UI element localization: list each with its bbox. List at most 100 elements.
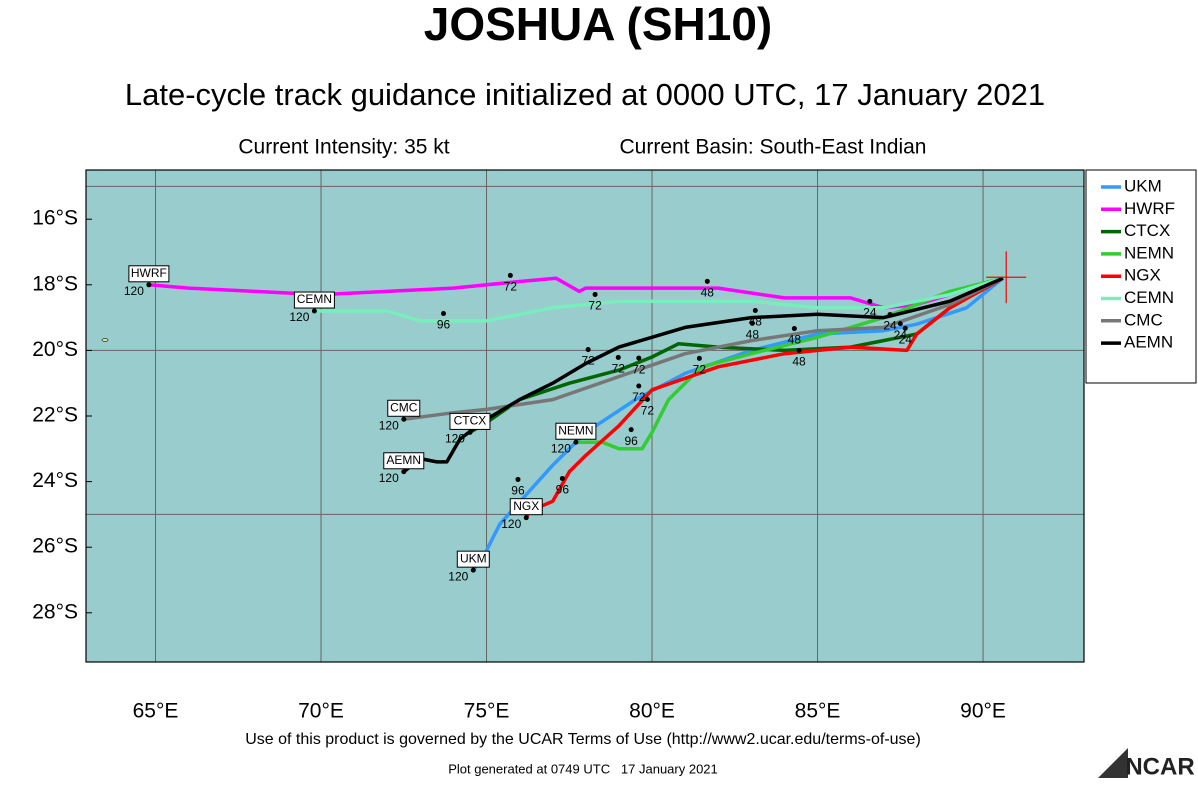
track-point <box>752 308 758 314</box>
track-point <box>867 298 873 304</box>
track-end <box>311 308 317 314</box>
x-tick-label: 65°E <box>133 700 179 723</box>
legend-label: AEMN <box>1124 333 1173 352</box>
track-end <box>146 282 152 288</box>
track-end <box>401 416 407 422</box>
legend-label: CEMN <box>1124 288 1174 307</box>
track-name-box <box>128 265 170 283</box>
hour-label: 72 <box>588 299 602 313</box>
track <box>314 276 1004 323</box>
track <box>524 276 1004 519</box>
legend-label: NGX <box>1124 266 1161 285</box>
track-end <box>470 567 476 573</box>
track-point <box>440 310 446 316</box>
hour-label: 48 <box>749 315 763 329</box>
track-name-box <box>456 550 490 568</box>
y-tick-label: 18°S <box>32 272 78 295</box>
track-point <box>559 475 565 481</box>
track-point <box>636 383 642 389</box>
track-name: NGX <box>513 499 539 513</box>
track-point <box>791 326 797 332</box>
track-point <box>585 347 591 353</box>
track <box>403 276 1004 422</box>
track-point <box>636 355 642 361</box>
hour-label: 96 <box>511 484 525 498</box>
island <box>101 338 109 342</box>
end-hour-label: 120 <box>445 432 465 446</box>
y-tick-label: 24°S <box>32 469 78 492</box>
map-background <box>86 170 1084 662</box>
track-point <box>887 311 893 317</box>
track-point <box>515 476 521 482</box>
hour-label: 48 <box>746 327 760 341</box>
logo-mark <box>1098 748 1128 778</box>
end-hour-label: 120 <box>448 569 468 583</box>
track-point <box>644 396 650 402</box>
legend: UKM HWRF CTCX NEMN NGX CEMN CMC AEMN <box>1085 169 1197 384</box>
track-name: CTCX <box>454 414 487 428</box>
track <box>402 276 1004 474</box>
legend-label: CMC <box>1124 310 1163 329</box>
track-point <box>897 321 903 327</box>
end-hour-label: 120 <box>379 418 399 432</box>
track-point <box>696 355 702 361</box>
title: JOSHUA (SH10) <box>424 0 772 50</box>
hour-label: 96 <box>437 318 451 332</box>
hour-label: 72 <box>632 390 646 404</box>
logo: NCAR <box>1098 748 1195 780</box>
map-frame <box>85 169 1085 663</box>
hour-label: 72 <box>504 280 518 294</box>
track-name-box <box>555 422 597 440</box>
track-name-box <box>449 412 491 430</box>
track-name: UKM <box>460 551 487 565</box>
legend-label: HWRF <box>1124 199 1175 218</box>
end-hour-label: 120 <box>551 441 571 455</box>
hour-label: 96 <box>624 434 638 448</box>
hour-label: 24 <box>894 328 908 342</box>
x-tick-label: 80°E <box>629 700 675 723</box>
y-tick-label: 20°S <box>32 338 78 361</box>
track-name-box <box>383 452 425 470</box>
end-hour-label: 120 <box>289 310 309 324</box>
track-name-box <box>293 291 335 309</box>
track-point <box>796 348 802 354</box>
end-hour-label: 120 <box>124 284 144 298</box>
track-point <box>704 278 710 284</box>
track-point <box>628 427 634 433</box>
hour-label: 72 <box>641 404 655 418</box>
track-name: AEMN <box>386 453 421 467</box>
hour-label: 48 <box>701 285 715 299</box>
y-tick-label: 16°S <box>32 207 78 230</box>
track-end <box>523 515 529 521</box>
y-tick-label: 28°S <box>32 600 78 623</box>
hour-label: 72 <box>612 362 626 376</box>
y-tick-label: 26°S <box>32 535 78 558</box>
intensity: Current Intensity: 35 kt <box>238 136 449 159</box>
hour-label: 72 <box>632 362 646 376</box>
end-hour-label: 120 <box>379 471 399 485</box>
generated: Plot generated at 0749 UTC 17 January 20… <box>448 761 718 776</box>
legend-label: UKM <box>1124 176 1162 195</box>
track-point <box>507 272 513 278</box>
legend-label: NEMN <box>1124 243 1174 262</box>
basin: Current Basin: South-East Indian <box>619 136 926 159</box>
terms: Use of this product is governed by the U… <box>245 731 921 748</box>
hour-label: 96 <box>556 483 570 497</box>
track-point <box>615 354 621 360</box>
track-name: NEMN <box>558 423 593 437</box>
track-name: CMC <box>390 400 418 414</box>
subtitle: Late-cycle track guidance initialized at… <box>125 77 1045 112</box>
track-name: CEMN <box>297 292 332 306</box>
x-tick-label: 85°E <box>795 700 841 723</box>
track-point <box>902 325 908 331</box>
hour-label: 24 <box>899 332 913 346</box>
track-name: HWRF <box>131 266 167 280</box>
x-tick-label: 70°E <box>298 700 344 723</box>
end-hour-label: 120 <box>501 517 521 531</box>
track-name-box <box>387 399 421 417</box>
x-tick-label: 75°E <box>464 700 510 723</box>
track-name-box <box>509 498 543 516</box>
legend-label: CTCX <box>1124 221 1170 240</box>
